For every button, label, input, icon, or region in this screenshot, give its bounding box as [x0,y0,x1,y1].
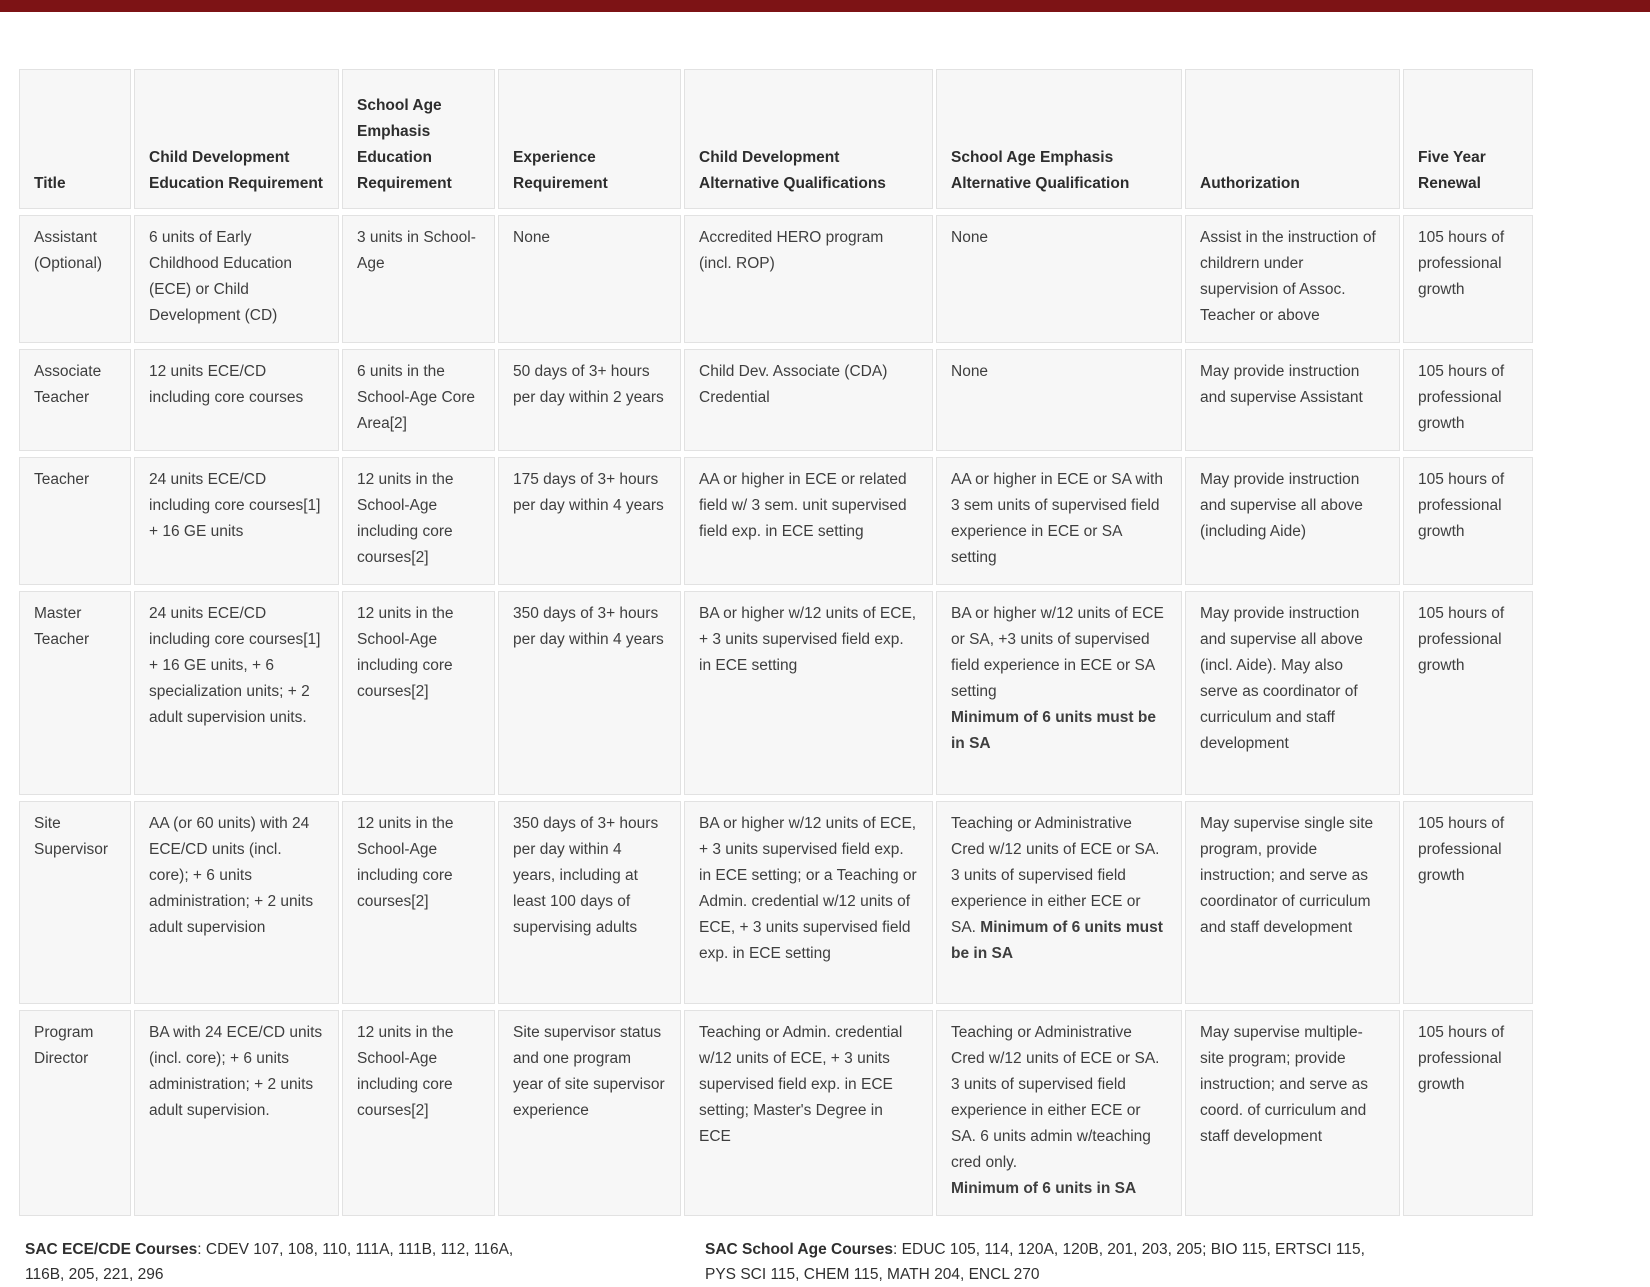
cell-title: Assistant (Optional) [19,215,131,343]
cell-cd-alternative-qualifications: Teaching or Admin. credential w/12 units… [684,1010,933,1216]
table-row: Teacher 24 units ECE/CD including core co… [19,457,1533,585]
column-header-title: Title [19,69,131,209]
cell-authorization: Assist in the instruction of childrern u… [1185,215,1400,343]
cell-sa-alternative-qualification: BA or higher w/12 units of ECE or SA, +3… [936,591,1182,795]
cell-title: Master Teacher [19,591,131,795]
cell-cd-education-requirement: 24 units ECE/CD including core courses[1… [134,457,339,585]
table-row: Master Teacher 24 units ECE/CD including … [19,591,1533,795]
cell-sa-education-requirement: 3 units in School-Age [342,215,495,343]
cell-sa-alternative-qualification: AA or higher in ECE or SA with 3 sem uni… [936,457,1182,585]
cell-sa-alternative-qualification: None [936,215,1182,343]
cell-experience-requirement: 350 days of 3+ hours per day within 4 ye… [498,591,681,795]
cell-five-year-renewal: 105 hours of professional growth [1403,457,1533,585]
table-row: Site Supervisor AA (or 60 units) with 24 … [19,801,1533,1004]
table-row: Associate Teacher 12 units ECE/CD includi… [19,349,1533,451]
footnote-sac-ece-cde-courses: SAC ECE/CDE Courses: CDEV 107, 108, 110,… [25,1237,580,1287]
cell-cd-alternative-qualifications: BA or higher w/12 units of ECE, + 3 unit… [684,591,933,795]
column-header-five-year-renewal: Five Year Renewal [1403,69,1533,209]
cell-sa-education-requirement: 12 units in the School-Age including cor… [342,457,495,585]
cell-cd-education-requirement: 6 units of Early Childhood Education (EC… [134,215,339,343]
cell-cd-alternative-qualifications: Child Dev. Associate (CDA) Credential [684,349,933,451]
footnote-sac-school-age-courses: SAC School Age Courses: EDUC 105, 114, 1… [705,1237,1395,1287]
cell-title: Program Director [19,1010,131,1216]
column-header-authorization: Authorization [1185,69,1400,209]
top-red-bar [0,0,1650,12]
cell-cd-alternative-qualifications: Accredited HERO program (incl. ROP) [684,215,933,343]
footnotes: SAC ECE/CDE Courses: CDEV 107, 108, 110,… [25,1237,1650,1287]
cell-five-year-renewal: 105 hours of professional growth [1403,591,1533,795]
cell-cd-alternative-qualifications: AA or higher in ECE or related field w/ … [684,457,933,585]
table-header-row: Title Child Development Education Require… [19,69,1533,209]
table-row: Assistant (Optional) 6 units of Early Chi… [19,215,1533,343]
cell-experience-requirement: None [498,215,681,343]
cell-title: Site Supervisor [19,801,131,1004]
column-header-experience-requirement: Experience Requirement [498,69,681,209]
cell-sa-alternative-qualification: Teaching or Administrative Cred w/12 uni… [936,1010,1182,1216]
cell-experience-requirement: 175 days of 3+ hours per day within 4 ye… [498,457,681,585]
cell-five-year-renewal: 105 hours of professional growth [1403,215,1533,343]
cell-authorization: May supervise multiple-site program; pro… [1185,1010,1400,1216]
footnote-text-line1: : EDUC 105, 114, 120A, 120B, 201, 203, 2… [893,1241,1365,1258]
cell-experience-requirement: Site supervisor status and one program y… [498,1010,681,1216]
column-header-sa-education-requirement: School Age Emphasis Education Requiremen… [342,69,495,209]
footnote-label: SAC School Age Courses [705,1241,894,1258]
cell-cd-education-requirement: 12 units ECE/CD including core courses [134,349,339,451]
cell-sa-education-requirement: 6 units in the School-Age Core Area[2] [342,349,495,451]
cell-cd-education-requirement: AA (or 60 units) with 24 ECE/CD units (i… [134,801,339,1004]
cell-sa-education-requirement: 12 units in the School-Age including cor… [342,1010,495,1216]
footnote-text-line1: : CDEV 107, 108, 110, 111A, 111B, 112, 1… [197,1241,514,1258]
cell-authorization: May supervise single site program, provi… [1185,801,1400,1004]
cell-sa-education-requirement: 12 units in the School-Age including cor… [342,591,495,795]
cell-sa-alternative-qualification: Teaching or Administrative Cred w/12 uni… [936,801,1182,1004]
cell-cd-education-requirement: 24 units ECE/CD including core courses[1… [134,591,339,795]
cell-title: Associate Teacher [19,349,131,451]
cell-authorization: May provide instruction and supervise al… [1185,591,1400,795]
cell-experience-requirement: 350 days of 3+ hours per day within 4 ye… [498,801,681,1004]
cell-cd-education-requirement: BA with 24 ECE/CD units (incl. core); + … [134,1010,339,1216]
cell-five-year-renewal: 105 hours of professional growth [1403,801,1533,1004]
cell-sa-alternative-qualification: None [936,349,1182,451]
cell-authorization: May provide instruction and supervise As… [1185,349,1400,451]
cell-five-year-renewal: 105 hours of professional growth [1403,349,1533,451]
cell-cd-alternative-qualifications: BA or higher w/12 units of ECE, + 3 unit… [684,801,933,1004]
footnote-label: SAC ECE/CDE Courses [25,1241,198,1258]
table-row: Program Director BA with 24 ECE/CD units … [19,1010,1533,1216]
cell-five-year-renewal: 105 hours of professional growth [1403,1010,1533,1216]
column-header-cd-alternative-qualifications: Child Development Alternative Qualificat… [684,69,933,209]
column-header-cd-education-requirement: Child Development Education Requirement [134,69,339,209]
cell-title: Teacher [19,457,131,585]
cell-sa-education-requirement: 12 units in the School-Age including cor… [342,801,495,1004]
permit-requirements-table: Title Child Development Education Require… [16,63,1536,1222]
cell-experience-requirement: 50 days of 3+ hours per day within 2 yea… [498,349,681,451]
cell-authorization: May provide instruction and supervise al… [1185,457,1400,585]
column-header-sa-alternative-qualification: School Age Emphasis Alternative Qualific… [936,69,1182,209]
